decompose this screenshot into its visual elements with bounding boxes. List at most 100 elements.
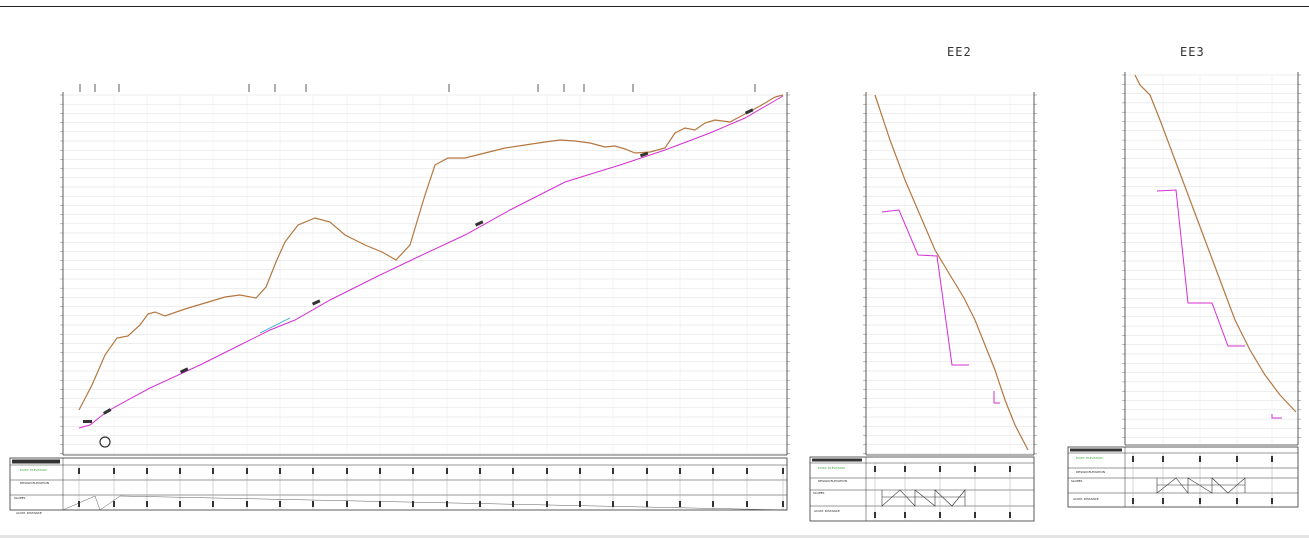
table-distance-mark [579, 501, 581, 507]
table-distance-mark [782, 501, 784, 507]
main-slope-diagram [62, 495, 788, 511]
bottom-band [0, 535, 1309, 538]
table-value-mark [1009, 466, 1011, 472]
ee3-data-table: EXIST. ELEVATION DESIGN ELEVATION SLOPES… [1067, 446, 1299, 508]
ee2-profile [863, 92, 1037, 456]
main-data-table: EXIST. ELEVATION DESIGN ELEVATION SLOPES… [9, 457, 788, 515]
table-value-mark [512, 468, 514, 474]
ee2-row-label-slopes: SLOPES [813, 491, 825, 495]
ee3-row-label-distance: ACUM. DISTANCE [1073, 497, 1099, 501]
table-distance-mark [679, 501, 681, 507]
table-value-mark [1162, 456, 1164, 462]
table-value-mark [874, 466, 876, 472]
ee3-slope-diagram [1156, 477, 1246, 494]
main-profile-grid [60, 94, 790, 455]
table-distance-mark [479, 501, 481, 507]
table-distance-mark [179, 501, 181, 507]
table-distance-mark [279, 501, 281, 507]
table-distance-mark [312, 501, 314, 507]
ee3-design-line [1156, 189, 1282, 419]
table-distance-mark [746, 501, 748, 507]
table-value-mark [212, 468, 214, 474]
main-row-label-distance: ACUM. DISTANCE [16, 511, 42, 515]
table-distance-mark [1132, 498, 1134, 504]
ee3-row-label-existing: EXIST. ELEVATION [1076, 456, 1103, 460]
ee3-table-station-ticks [1132, 453, 1273, 507]
table-value-mark [113, 468, 115, 474]
ee2-table-station-ticks [874, 463, 1011, 521]
ee3-existing-ground-line [1134, 74, 1297, 413]
profile-title-ee3: EE3 [1180, 45, 1205, 59]
main-table-station-ticks [78, 465, 784, 510]
table-value-mark [312, 468, 314, 474]
table-value-mark [146, 468, 148, 474]
table-distance-mark [1199, 498, 1201, 504]
main-row-label-slopes: SLOPES [14, 496, 26, 500]
ee2-slope-diagram [881, 489, 966, 507]
ee2-data-table: EXIST. ELEVATION DESIGN ELEVATION SLOPES… [809, 456, 1035, 522]
table-value-mark [246, 468, 248, 474]
table-value-mark [346, 468, 348, 474]
table-distance-mark [612, 501, 614, 507]
main-row-label-design: DESIGN ELEVATION [20, 481, 49, 485]
top-border-line [0, 6, 1309, 7]
table-distance-mark [646, 501, 648, 507]
table-distance-mark [78, 501, 80, 507]
table-distance-mark [446, 501, 448, 507]
table-value-mark [1236, 456, 1238, 462]
main-design-line [78, 95, 784, 429]
table-value-mark [679, 468, 681, 474]
table-distance-mark [212, 501, 214, 507]
table-distance-mark [1162, 498, 1164, 504]
main-profile [60, 84, 790, 456]
table-distance-mark [874, 512, 876, 518]
table-distance-mark [1009, 512, 1011, 518]
table-value-mark [782, 468, 784, 474]
table-distance-mark [412, 501, 414, 507]
table-distance-mark [146, 501, 148, 507]
main-design-cyan-segment [259, 317, 291, 334]
main-row-label-existing: EXIST. ELEVATION [20, 468, 47, 472]
main-existing-ground-line [78, 94, 784, 411]
table-value-mark [412, 468, 414, 474]
table-value-mark [279, 468, 281, 474]
table-distance-mark [546, 501, 548, 507]
table-value-mark [179, 468, 181, 474]
table-value-mark [939, 466, 941, 472]
table-distance-mark [512, 501, 514, 507]
ee3-row-label-design: DESIGN ELEVATION [1076, 470, 1105, 474]
table-distance-mark [974, 512, 976, 518]
ee2-existing-ground-line [874, 94, 1029, 451]
table-distance-mark [1271, 498, 1273, 504]
profile-title-ee2: EE2 [947, 45, 972, 59]
table-value-mark [712, 468, 714, 474]
table-distance-mark [246, 501, 248, 507]
main-station-ticks [79, 84, 756, 92]
table-value-mark [379, 468, 381, 474]
table-value-mark [1199, 456, 1201, 462]
table-value-mark [479, 468, 481, 474]
table-value-mark [78, 468, 80, 474]
table-distance-mark [712, 501, 714, 507]
table-value-mark [746, 468, 748, 474]
main-slope-tags [83, 108, 754, 423]
table-value-mark [1271, 456, 1273, 462]
table-value-mark [1132, 456, 1134, 462]
table-value-mark [974, 466, 976, 472]
ee2-row-label-existing: EXIST. ELEVATION [818, 466, 845, 470]
main-point-marker [99, 436, 111, 448]
ee2-profile-grid [863, 94, 1037, 455]
table-distance-mark [346, 501, 348, 507]
ee3-profile [1122, 72, 1301, 446]
ee3-profile-grid [1122, 74, 1301, 445]
table-value-mark [546, 468, 548, 474]
table-value-mark [904, 466, 906, 472]
ee2-row-label-design: DESIGN ELEVATION [818, 479, 847, 483]
table-distance-mark [1236, 498, 1238, 504]
table-value-mark [446, 468, 448, 474]
table-value-mark [612, 468, 614, 474]
table-distance-mark [939, 512, 941, 518]
table-distance-mark [113, 501, 115, 507]
table-value-mark [579, 468, 581, 474]
